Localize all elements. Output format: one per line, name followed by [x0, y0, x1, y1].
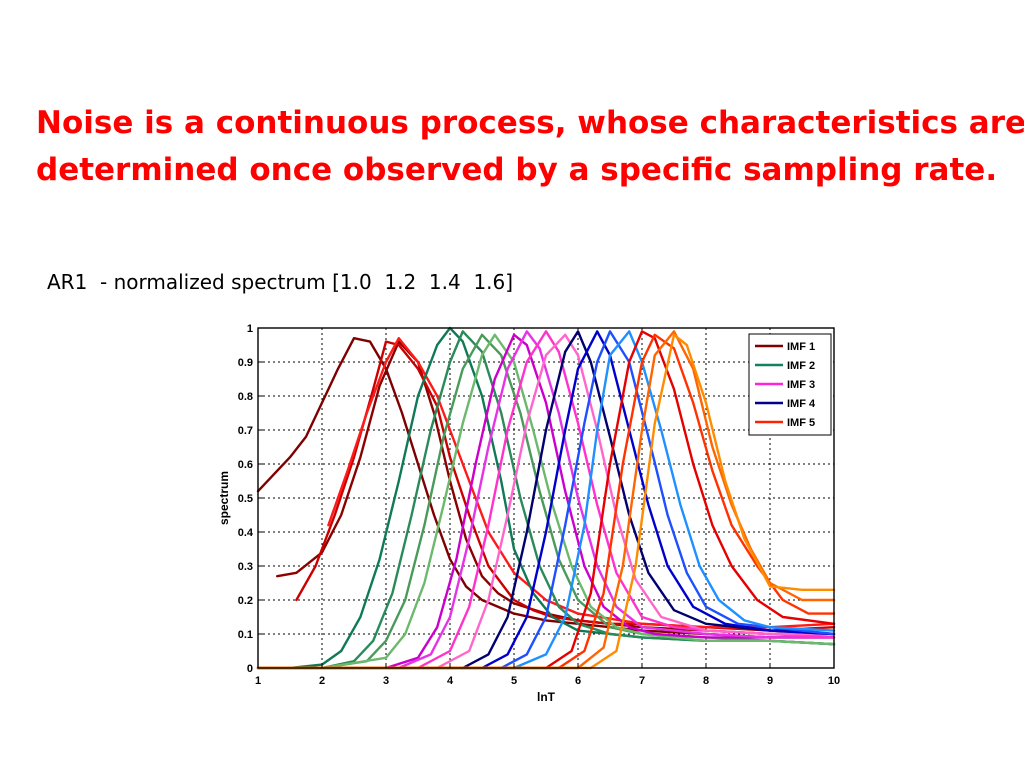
imf-4-series-line — [256, 330, 836, 670]
y-tick-label: 0.4 — [238, 527, 254, 539]
x-tick-label: 5 — [511, 675, 517, 687]
legend-label-imf-5: IMF 5 — [787, 417, 815, 429]
imf-1-series-line — [275, 340, 836, 636]
legend-label-imf-2: IMF 2 — [787, 360, 815, 372]
y-tick-label: 0 — [247, 663, 253, 675]
imf-5-series-line — [256, 330, 836, 670]
y-tick-label: 0.5 — [238, 493, 253, 505]
x-tick-label: 9 — [767, 675, 773, 687]
headline-line-1: Noise is a continuous process, whose cha… — [36, 105, 1024, 141]
chart-legend: IMF 1 IMF 2 IMF 3 IMF 4 IMF 5 — [748, 333, 832, 436]
imf-2-series-line — [256, 333, 836, 670]
x-tick-label: 3 — [383, 675, 389, 687]
x-axis-label: lnT — [537, 690, 556, 704]
imf-4-series-line — [256, 330, 836, 670]
imf-5-series-line — [256, 330, 836, 670]
imf-5-series-line — [256, 333, 836, 670]
grid-lines — [258, 328, 834, 668]
spectrum-chart: 1 2 3 4 5 6 7 8 9 1000.10.20.30.40.50.60.70.80.91… — [217, 323, 840, 704]
x-tick-label: 6 — [575, 675, 581, 687]
x-tick-label: 7 — [639, 675, 645, 687]
y-tick-label: 1 — [247, 323, 253, 335]
headline-line-2: determined once observed by a specific s… — [36, 152, 998, 188]
slide-headline: Noise is a continuous process, whose cha… — [36, 100, 1024, 194]
imf-3-series-line — [256, 333, 836, 670]
y-tick-label: 0.8 — [238, 391, 253, 403]
y-tick-label: 0.7 — [238, 425, 253, 437]
y-tick-label: 0.2 — [238, 595, 253, 607]
legend-label-imf-4: IMF 4 — [787, 398, 816, 410]
y-axis-label: spectrum — [217, 471, 231, 525]
imf-3-series-line — [256, 330, 836, 670]
chart-subtitle: AR1 - normalized spectrum [1.0 1.2 1.4 1… — [47, 270, 514, 294]
imf-3-series-line — [256, 330, 836, 670]
y-tick-label: 0.9 — [238, 357, 253, 369]
legend-label-imf-3: IMF 3 — [787, 379, 815, 391]
y-tick-label: 0.1 — [238, 629, 253, 641]
x-tick-label: 2 — [319, 675, 325, 687]
imf-5-series-line — [256, 333, 836, 670]
x-tick-label: 1 — [255, 675, 261, 687]
y-tick-label: 0.6 — [238, 459, 253, 471]
imf-4-series-line — [256, 330, 836, 670]
imf-3-series-line — [256, 333, 836, 670]
x-tick-label: 10 — [828, 675, 840, 687]
x-tick-label: 8 — [703, 675, 709, 687]
imf-2-series-line — [256, 330, 836, 670]
y-tick-label: 0.3 — [238, 561, 253, 573]
axis-ticks: 1 2 3 4 5 6 7 8 9 10 0 0.1 0.2 0.3 0.4 0.5 0.6 0.7 0.8 0.9 1 — [238, 323, 840, 687]
x-tick-label: 4 — [447, 675, 454, 687]
series-layer — [256, 326, 836, 670]
legend-label-imf-1: IMF 1 — [787, 341, 815, 353]
